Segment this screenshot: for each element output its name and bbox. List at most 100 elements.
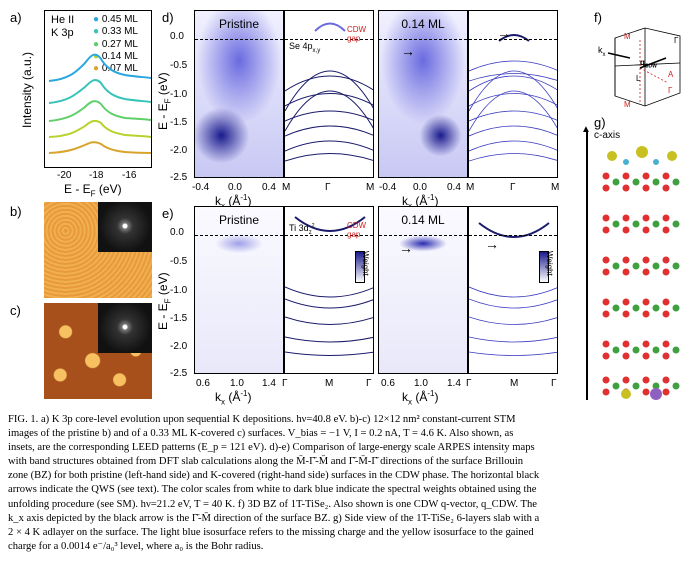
panel-c-label: c) [10, 303, 21, 318]
panel-d-kpath: M [282, 182, 291, 193]
legend-label: 0.45 ML [101, 14, 138, 25]
qws-arrow-icon: → [485, 236, 499, 252]
caption-line: zone (BZ) for both pristine (left-hand s… [8, 470, 540, 482]
bz-point-label: M [624, 100, 631, 109]
caption-line: arrows indicate the QWS (see text). The … [8, 484, 537, 496]
tise2-layers [602, 172, 680, 396]
caption-line: charge for a 0.0014 e⁻/a₀³ level, where … [8, 540, 264, 552]
legend-item: ● 0.45 ML [93, 14, 138, 26]
bz-point-label: M [624, 32, 631, 41]
panel-d-ytick: 0.0 [170, 31, 184, 42]
panel-f-label: f) [594, 10, 602, 25]
panel-d-xtick: -0.4 [379, 182, 397, 193]
bz-qcdw-label: qCDW [640, 58, 657, 70]
panel-a-title-line2: K 3p [51, 27, 74, 39]
spectrum-045 [48, 53, 151, 82]
weight-colorbar [539, 251, 549, 283]
dft-bands-k-covered-d: → [468, 10, 558, 178]
slab-side-view [596, 142, 692, 404]
panel-d-kpath: Γ [510, 182, 516, 193]
k-adlayer-bottom [621, 388, 662, 400]
panel-e-xtick: 0.6 [196, 378, 210, 389]
dft-bands-svg [469, 34, 557, 162]
panel-e-ytick: -2.0 [170, 341, 188, 352]
legend-dot: ● [93, 14, 100, 25]
spectrum-007 [48, 141, 151, 154]
cdw-gap-annotation-d: CDW gap [347, 25, 367, 43]
panel-a-ylabel: Intensity (a.u.) [20, 51, 34, 128]
c-axis-line [586, 130, 588, 400]
fermi-level-line [195, 235, 283, 236]
panel-e-ytick: -1.0 [170, 285, 188, 296]
brillouin-zone-svg [607, 27, 681, 107]
cdw-gap-annotation-e: CDW gap [347, 221, 367, 239]
orbital-annotation-ti: Ti 3dz2 [289, 223, 315, 236]
panel-d-kpath: M [466, 182, 475, 193]
panel-d-xtick: -0.4 [192, 182, 210, 193]
panel-a-xlabel: E - EF (eV) [64, 182, 122, 199]
bz-point-label: A [668, 70, 674, 79]
spectrum-027 [48, 100, 151, 122]
legend-item: ● 0.07 ML [93, 63, 138, 75]
weight-colorbar [355, 251, 365, 283]
legend-label: 0.33 ML [101, 26, 138, 38]
colorbar-label: Weight [545, 251, 554, 276]
fermi-level-line [379, 235, 467, 236]
panel-e-xlabel: kx (Å-1) [215, 389, 252, 407]
legend-dot: ● [93, 38, 100, 50]
panel-a-label: a) [10, 10, 22, 25]
fermi-level-line [285, 39, 373, 40]
panel-a-xtick: -18 [89, 170, 104, 181]
panel-d-ytick: -2.5 [170, 172, 188, 183]
bz-point-label: Γ [668, 86, 673, 95]
dft-bands-svg [469, 222, 557, 356]
dft-bands-svg [285, 22, 373, 162]
caption-line: with band structures obtained from DFT s… [8, 456, 524, 468]
dft-bands-pristine-d: Se 4px,y CDW gap [284, 10, 374, 178]
panel-e-xtick: 1.0 [230, 378, 244, 389]
caption-line: k_x axis depicted by the black arrow is … [8, 512, 540, 524]
panel-e-kpath: M [510, 378, 519, 389]
c-axis-label: c-axis [594, 130, 621, 141]
panel-a-legend: ● 0.45 ML ● 0.33 ML ● 0.27 ML ● 0.14 ML … [93, 14, 138, 75]
arpes-map-pristine-d: Pristine [194, 10, 284, 178]
panel-d-kpath: M [551, 182, 560, 193]
panel-d-ytick: -0.5 [170, 60, 188, 71]
dft-bands-k-covered-e: → Weight [468, 206, 558, 374]
panel-e-xtick: 0.6 [381, 378, 395, 389]
fermi-level-line [285, 235, 373, 236]
qws-arrow-icon: → [399, 240, 413, 256]
panel-e-ytick: -0.5 [170, 256, 188, 267]
panel-d-ytick: -1.5 [170, 117, 188, 128]
caption-line: images of the pristine b) and of a 0.33 … [8, 428, 514, 440]
legend-item: ● 0.33 ML [93, 26, 138, 38]
spectrum-033 [48, 79, 151, 104]
panel-e-kpath: Γ [551, 378, 557, 389]
panel-e-kpath: Γ [366, 378, 372, 389]
stm-image-k-covered [44, 303, 152, 399]
qws-arrow-icon: → [497, 25, 511, 41]
leed-inset-pristine [98, 202, 152, 252]
panel-e-xtick: 1.4 [262, 378, 276, 389]
colorbar-label: Weight [361, 251, 370, 276]
panel-d-title-pristine: Pristine [218, 17, 259, 31]
panel-e-xtick: 1.0 [414, 378, 428, 389]
dft-bands-svg [285, 216, 373, 356]
arpes-map-k-covered-d: 0.14 ML → [378, 10, 468, 178]
legend-dot: ● [93, 50, 100, 62]
panel-d-xtick: 0.0 [228, 182, 242, 193]
panel-e-kpath: M [325, 378, 334, 389]
orbital-annotation-se: Se 4px,y [289, 41, 321, 54]
legend-label: 0.14 ML [101, 50, 138, 62]
panel-d-xlabel: kx (Å-1) [215, 193, 252, 210]
panel-d-kpath: M [366, 182, 375, 193]
panel-d-xlabel-right: kx (Å-1) [402, 193, 439, 210]
panel-a-plot: He II K 3p ● 0.45 ML ● 0.33 ML ● 0.27 ML… [44, 10, 152, 168]
caption-line: 2 × 4 K adlayer on the surface. The ligh… [8, 526, 534, 538]
fermi-level-line [195, 39, 283, 40]
panel-e-ytick: 0.0 [170, 227, 184, 238]
qws-arrow-icon: → [401, 43, 415, 59]
figure-caption: FIG. 1. a) K 3p core-level evolution upo… [8, 413, 690, 554]
panel-e-label: e) [162, 206, 174, 221]
kx-arrow-icon [607, 52, 631, 59]
